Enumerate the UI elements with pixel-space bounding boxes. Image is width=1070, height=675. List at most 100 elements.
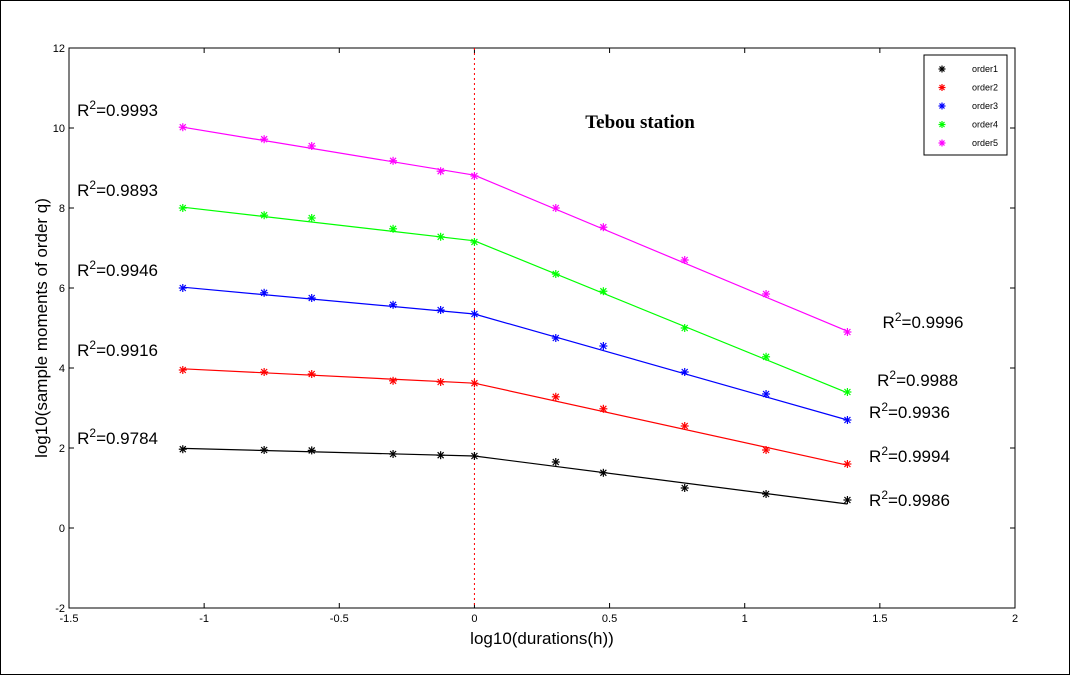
- axis-ticks: -1.5 -1 -0.5 0 0.5 1 1.5 2 -2 0 2 4 6 8 10 12: [53, 43, 1018, 625]
- marker-stroke: [179, 284, 187, 292]
- marker-stroke: [437, 167, 445, 175]
- marker-stroke: [599, 342, 607, 350]
- fit-line-order3: [474, 313, 848, 421]
- r2-annotation: R2=0.9784: [77, 426, 158, 448]
- marker-stroke: [552, 334, 560, 342]
- data-point-order1: [762, 490, 771, 498]
- data-point-order5: [260, 135, 269, 144]
- marker-stroke: [939, 103, 945, 109]
- x-tick-label: -1.5: [60, 613, 79, 625]
- x-tick-label: -0.5: [330, 613, 349, 625]
- marker-stroke: [599, 469, 607, 477]
- x-axis-label: log10(durations(h)): [470, 629, 614, 648]
- marker-stroke: [437, 451, 445, 459]
- legend-marker-order1: [938, 65, 946, 73]
- marker-stroke: [471, 238, 478, 246]
- legend: order1 order2 order3 order4 order5: [923, 54, 1008, 156]
- fit-line-order4: [474, 240, 848, 394]
- marker-stroke: [308, 370, 316, 378]
- data-point-order1: [470, 452, 479, 460]
- data-point-order5: [762, 290, 771, 298]
- y-tick-label: 8: [59, 203, 65, 215]
- fit-line-order4: [182, 206, 475, 242]
- data-point-order5: [389, 156, 398, 165]
- y-tick-label: 10: [53, 123, 65, 135]
- data-point-order2: [843, 460, 852, 468]
- marker-stroke: [681, 422, 689, 430]
- marker-stroke: [308, 446, 316, 454]
- marker-stroke: [762, 353, 770, 361]
- marker-stroke: [552, 458, 560, 466]
- data-point-order5: [843, 328, 852, 336]
- data-point-order5: [599, 223, 608, 232]
- data-point-order1: [178, 445, 187, 454]
- legend-marker-order5: [938, 139, 946, 147]
- y-tick-label: 0: [59, 523, 65, 535]
- data-point-order4: [470, 238, 479, 246]
- marker-stroke: [552, 393, 560, 401]
- marker-stroke: [939, 66, 945, 72]
- data-point-order5: [307, 142, 316, 150]
- data-point-order1: [389, 450, 398, 458]
- marker-stroke: [389, 377, 397, 385]
- data-point-order1: [436, 451, 445, 460]
- data-point-order2: [680, 422, 689, 430]
- marker-stroke: [260, 368, 268, 376]
- marker-stroke: [179, 445, 187, 453]
- marker-stroke: [762, 390, 770, 398]
- r2-annotation: R2=0.9994: [869, 444, 950, 466]
- marker-stroke: [681, 324, 689, 332]
- marker-stroke: [843, 388, 851, 396]
- data-point-order3: [843, 416, 852, 424]
- fit-line-order1: [474, 455, 848, 505]
- data-point-order4: [260, 211, 269, 220]
- marker-stroke: [939, 84, 945, 91]
- marker-stroke: [843, 328, 851, 336]
- data-point-order3: [307, 294, 316, 302]
- r2-annotation: R2=0.9936: [869, 400, 950, 422]
- data-point-order3: [260, 288, 269, 297]
- y-tick-label: 2: [59, 443, 65, 455]
- marker-stroke: [308, 142, 316, 150]
- legend-label-order3: order3: [972, 101, 998, 111]
- data-point-order5: [680, 256, 689, 264]
- x-tick-label: 2: [1012, 613, 1018, 625]
- fit-line-order5: [182, 126, 475, 176]
- data-point-order4: [436, 232, 445, 241]
- legend-label-order1: order1: [972, 64, 998, 74]
- data-point-order3: [551, 334, 560, 342]
- r2-annotation: R2=0.9993: [77, 98, 158, 120]
- data-point-order5: [551, 204, 560, 212]
- marker-stroke: [762, 290, 770, 298]
- marker-stroke: [471, 379, 478, 387]
- data-point-order3: [762, 390, 771, 398]
- data-point-order3: [178, 284, 187, 292]
- y-tick-label: 4: [59, 363, 65, 375]
- r2-annotation: R2=0.9916: [77, 338, 158, 360]
- chart-title: Tebou station: [585, 112, 695, 133]
- data-point-order2: [762, 446, 771, 454]
- x-tick-label: 1: [742, 613, 748, 625]
- data-point-order1: [843, 496, 852, 504]
- legend-label-order4: order4: [972, 120, 998, 130]
- data-point-order4: [680, 324, 689, 332]
- marker-stroke: [843, 460, 851, 468]
- data-point-order1: [599, 468, 608, 477]
- marker-stroke: [681, 368, 689, 376]
- data-point-order1: [260, 446, 269, 454]
- legend-label-order5: order5: [972, 138, 998, 148]
- data-point-order3: [470, 310, 479, 318]
- marker-stroke: [762, 490, 770, 498]
- y-tick-label: 12: [53, 43, 65, 55]
- legend-marker-order2: [938, 84, 946, 91]
- fit-line-order2: [182, 368, 475, 384]
- data-point-order3: [389, 300, 398, 309]
- data-point-order3: [599, 342, 608, 350]
- data-point-order2: [307, 370, 316, 378]
- marker-stroke: [552, 270, 560, 278]
- fit-line-order3: [182, 286, 475, 315]
- marker-stroke: [179, 204, 187, 212]
- data-point-order4: [307, 214, 316, 222]
- x-tick-label: 1.5: [872, 613, 887, 625]
- y-tick-label: 6: [59, 283, 65, 295]
